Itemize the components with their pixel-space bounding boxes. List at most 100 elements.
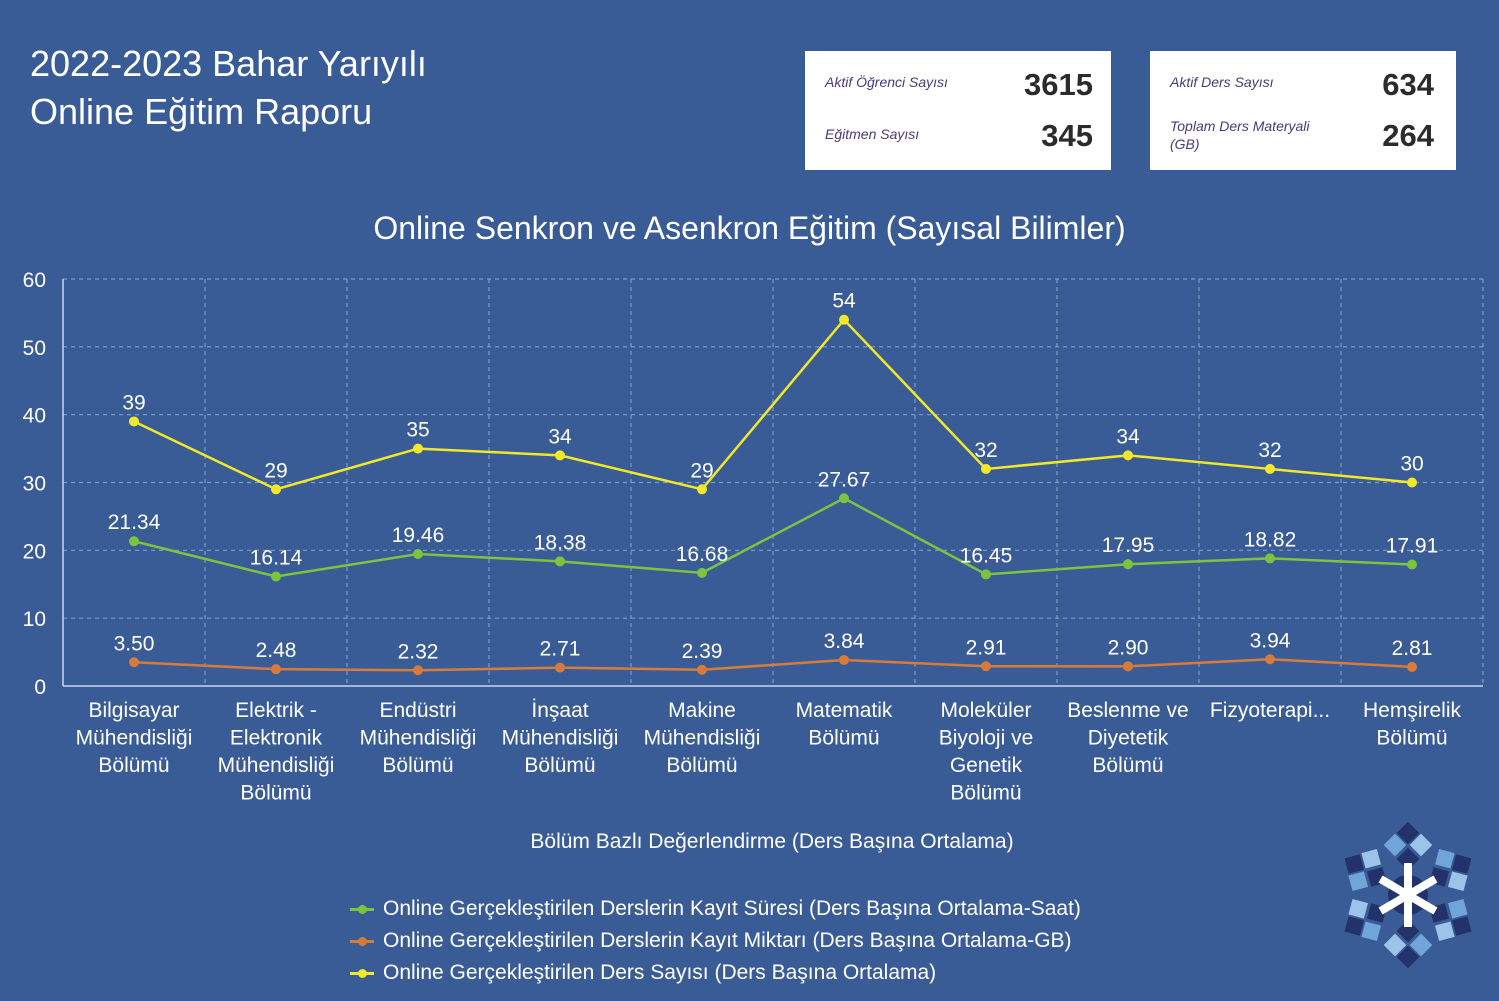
data-point: [413, 443, 423, 454]
data-label: 2.48: [256, 639, 297, 662]
legend-label: Online Gerçekleştirilen Derslerin Kayıt …: [383, 897, 1081, 920]
stat-active-courses: Aktif Ders Sayısı 634: [1170, 67, 1438, 111]
data-label: 18.82: [1244, 528, 1297, 551]
stat-value: 264: [1382, 118, 1434, 153]
y-tick-label: 0: [34, 676, 46, 699]
data-point: [413, 548, 423, 559]
data-label: 16.14: [250, 547, 303, 570]
data-point: [271, 571, 281, 582]
data-point: [697, 664, 707, 675]
data-label: 3.84: [824, 630, 865, 653]
line-chart: 0 10 20 30 40 50 60 Bilgisayar Mühendisliği Bölüm…: [23, 269, 1484, 805]
data-point: [839, 654, 849, 665]
data-label: 27.67: [818, 468, 871, 491]
stat-value: 345: [1041, 118, 1093, 153]
y-tick-label: 30: [23, 473, 46, 496]
data-point: [1265, 654, 1275, 665]
data-label: 2.81: [1392, 637, 1433, 660]
data-label: 2.71: [540, 638, 581, 661]
stat-card-courses: Aktif Ders Sayısı 634 Toplam Ders Matery…: [1150, 51, 1456, 170]
data-point: [1123, 661, 1133, 672]
data-point: [555, 450, 565, 461]
data-label: 54: [832, 290, 856, 313]
data-label: 2.90: [1108, 636, 1149, 659]
data-label: 18.38: [534, 531, 587, 554]
report-title: 2022-2023 Bahar Yarıyılı Online Eğitim R…: [30, 40, 427, 136]
report-title-line1: 2022-2023 Bahar Yarıyılı: [30, 43, 427, 84]
stat-label: Eğitmen Sayısı: [825, 126, 920, 142]
legend-dot: [358, 905, 367, 914]
data-label: 39: [122, 391, 145, 414]
data-label: 35: [406, 419, 429, 442]
series-line: [133, 658, 1413, 672]
x-tick-label: Bilgisayar Mühendisliği Bölümü: [76, 699, 193, 777]
data-label: 30: [1400, 453, 1423, 476]
x-tick-label: Beslenme ve Diyetetik Bölümü: [1067, 699, 1188, 777]
x-tick-label: Moleküler Biyoloji ve Genetik Bölümü: [939, 699, 1034, 805]
x-tick-label: Makine Mühendisliği Bölümü: [644, 699, 761, 777]
data-label: 34: [1116, 425, 1140, 448]
legend-label: Online Gerçekleştirilen Ders Sayısı (Der…: [383, 961, 937, 984]
data-label: 2.91: [966, 636, 1007, 659]
data-point: [1123, 450, 1133, 461]
data-point: [839, 314, 849, 325]
y-tick-label: 10: [23, 608, 46, 631]
data-point: [555, 662, 565, 673]
data-label: 2.32: [398, 640, 439, 663]
x-tick-label: Matematik Bölümü: [796, 699, 893, 750]
x-tick-label: Hemşirelik Bölümü: [1363, 699, 1462, 750]
data-point: [697, 567, 707, 578]
data-label: 3.94: [1250, 629, 1291, 652]
data-label: 17.91: [1386, 535, 1439, 558]
y-tick-label: 40: [23, 405, 46, 428]
data-point: [555, 556, 565, 567]
series-line: [133, 496, 1413, 578]
data-point: [981, 569, 991, 580]
legend-dot: [358, 969, 367, 978]
x-axis-title: Bölüm Bazlı Değerlendirme (Ders Başına O…: [530, 830, 1014, 853]
x-tick-label: İnşaat Mühendisliği Bölümü: [502, 699, 619, 777]
data-point: [413, 665, 423, 676]
data-label: 29: [690, 459, 713, 482]
series-line: [133, 317, 1413, 491]
stat-card-students: Aktif Öğrenci Sayısı 3615 Eğitmen Sayısı…: [805, 51, 1111, 170]
data-label: 29: [264, 459, 287, 482]
stat-instructors: Eğitmen Sayısı 345: [825, 118, 1093, 163]
stat-course-material: Toplam Ders Materyali (GB) 264: [1170, 115, 1438, 159]
stat-label: Aktif Öğrenci Sayısı: [825, 74, 948, 90]
chart-title: Online Senkron ve Asenkron Eğitim (Sayıs…: [373, 210, 1126, 246]
data-label: 16.68: [676, 543, 729, 566]
x-tick-label: Elektrik -Elektronik Mühendisliği Bölümü: [218, 699, 335, 805]
data-point: [129, 536, 139, 547]
data-point: [1123, 559, 1133, 570]
snowflake-logo-icon: [1344, 822, 1472, 968]
data-point: [271, 664, 281, 675]
data-point: [1407, 661, 1417, 672]
stat-label: Aktif Ders Sayısı: [1170, 74, 1274, 90]
stat-active-students: Aktif Öğrenci Sayısı 3615: [825, 67, 1093, 111]
y-tick-label: 20: [23, 540, 46, 563]
data-point: [839, 493, 849, 504]
data-label: 21.34: [108, 511, 161, 534]
data-point: [981, 661, 991, 672]
data-point: [271, 484, 281, 495]
data-point: [981, 463, 991, 474]
data-label: 16.45: [960, 544, 1013, 567]
data-label: 19.46: [392, 524, 445, 547]
data-point: [1407, 559, 1417, 570]
x-tick-label: Fizyoterapi...: [1210, 699, 1330, 722]
stat-value: 634: [1382, 67, 1434, 102]
legend-dot: [358, 937, 367, 946]
data-label: 32: [974, 439, 997, 462]
data-point: [1407, 477, 1417, 488]
data-label: 32: [1258, 439, 1281, 462]
data-point: [697, 484, 707, 495]
data-point: [1265, 463, 1275, 474]
stat-label: Toplam Ders Materyali (GB): [1170, 118, 1310, 152]
data-label: 3.50: [114, 632, 155, 655]
data-label: 17.95: [1102, 534, 1155, 557]
data-point: [1265, 553, 1275, 564]
x-tick-label: Endüstri Mühendisliği Bölümü: [360, 699, 477, 777]
legend-label: Online Gerçekleştirilen Derslerin Kayıt …: [383, 929, 1072, 952]
stat-value: 3615: [1024, 67, 1093, 102]
